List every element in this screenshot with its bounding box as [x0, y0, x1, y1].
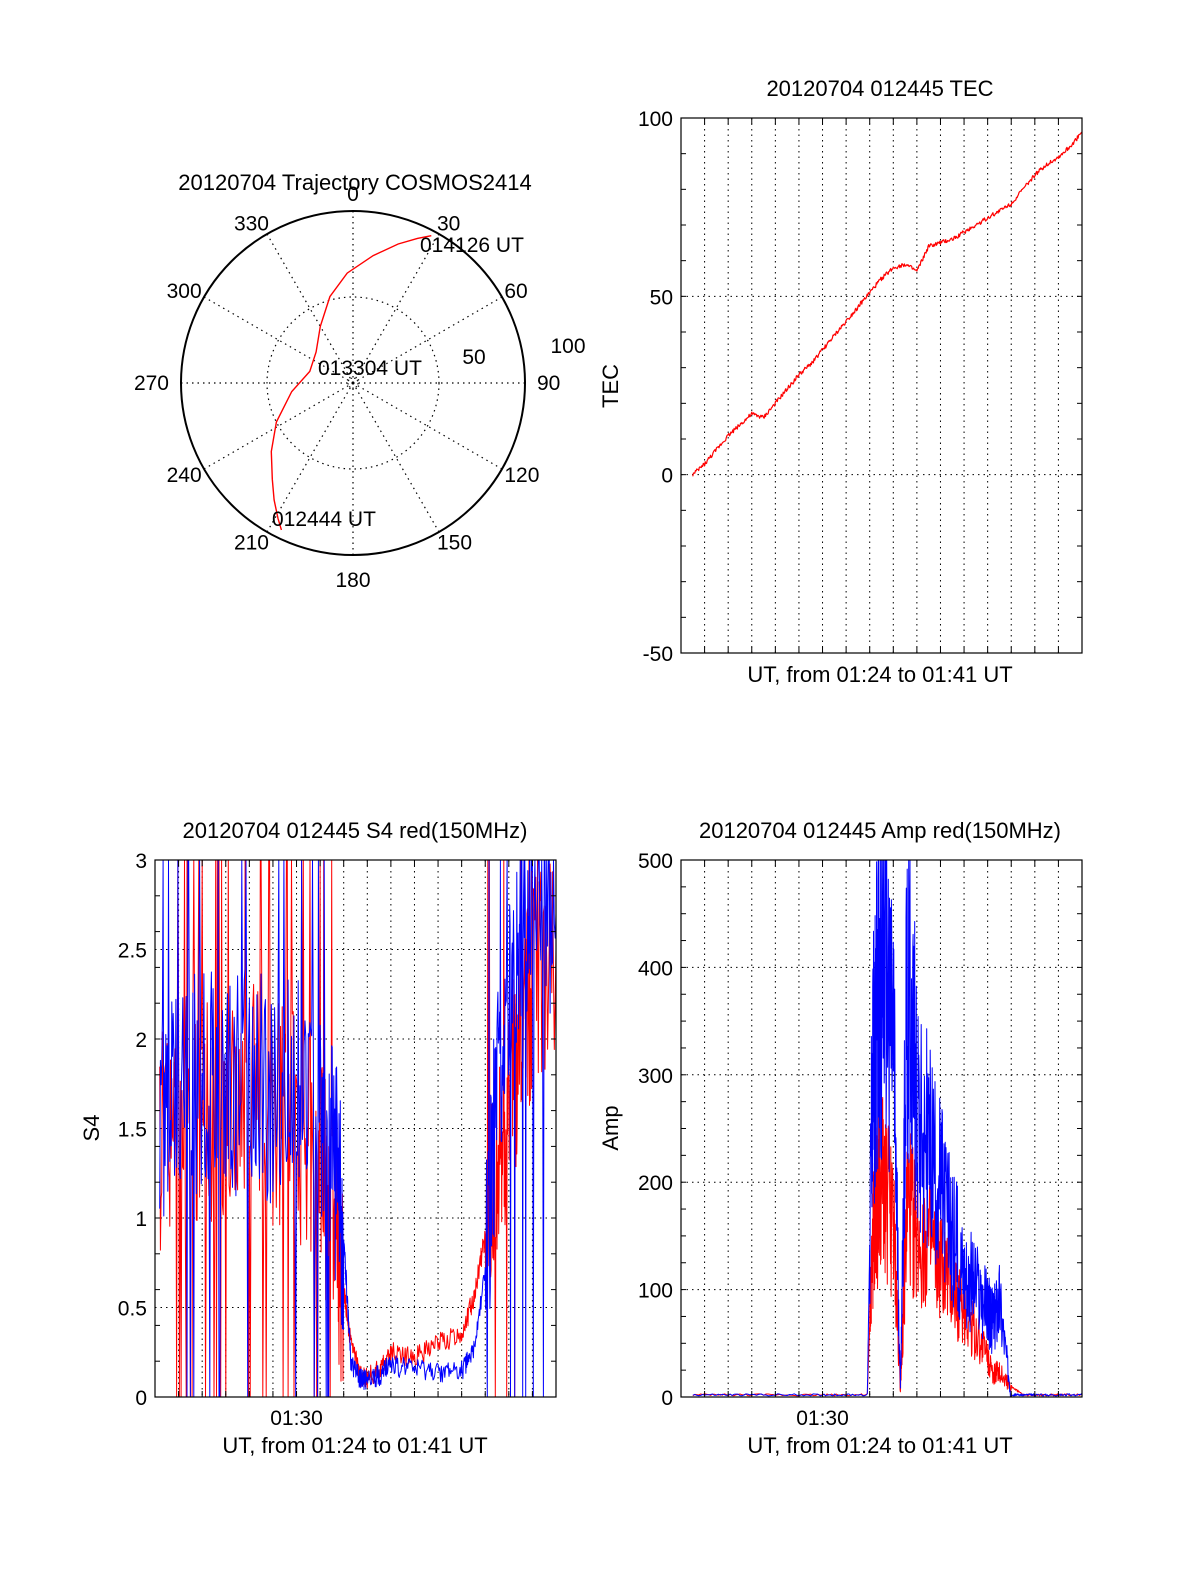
series-line-red: [159, 859, 557, 1398]
polar-series: [270, 235, 432, 531]
y-tick-label: 200: [638, 1172, 673, 1195]
polar-spoke: [203, 382, 354, 470]
polar-angle-label: 120: [504, 464, 539, 487]
y-tick-label: 500: [638, 850, 673, 873]
y-tick-label: 400: [638, 957, 673, 980]
trajectory-title: 20120704 Trajectory COSMOS2414: [178, 170, 531, 195]
y-tick-label: 2.5: [118, 940, 147, 963]
tec-ylabel: TEC: [598, 364, 623, 408]
polar-angle-label: 300: [167, 280, 202, 303]
polar-spoke: [266, 233, 354, 384]
s4-chart: 20120704 012445 S4 red(150MHz) UT, from …: [79, 818, 557, 1458]
tec-plot-area: -50 0 50 100: [638, 108, 1083, 666]
polar-spoke: [203, 296, 354, 384]
x-tick-label: 01:30: [270, 1407, 323, 1430]
polar-angle-label: 30: [437, 213, 460, 236]
polar-radial-label: 50: [462, 346, 485, 369]
polar-angle-label: 60: [504, 280, 527, 303]
plot-frame: [154, 859, 557, 1398]
polar-angle-label: 0: [347, 183, 359, 206]
trajectory-chart: 20120704 Trajectory COSMOS2414 0 30 60 90 12…: [134, 170, 586, 592]
polar-spoke: [352, 382, 503, 470]
polar-angle-label: 180: [335, 569, 370, 592]
trajectory-annotation: 014126 UT: [420, 234, 524, 257]
y-tick-label: 100: [638, 1280, 673, 1303]
polar-angle-label: 330: [234, 213, 269, 236]
amp-plot-area: 0 100 200 300 400 500 01:30: [638, 850, 1083, 1430]
y-tick-label: 1.5: [118, 1119, 147, 1142]
s4-ylabel: S4: [79, 1115, 104, 1142]
polar-spoke: [352, 233, 440, 384]
polar-angle-label: 270: [134, 372, 169, 395]
polar-labels: 0 30 60 90 120 150 180 210 240 270 300 330 50 100 0141…: [134, 183, 586, 592]
polar-radial-label: 100: [550, 335, 585, 358]
series-line-red: [692, 131, 1083, 477]
y-tick-label: 50: [650, 286, 673, 309]
y-tick-label: 0.5: [118, 1298, 147, 1321]
polar-angle-label: 240: [167, 464, 202, 487]
y-tick-label: 100: [638, 108, 673, 131]
amp-ylabel: Amp: [598, 1105, 623, 1150]
series-line-red: [692, 1097, 1083, 1397]
polar-angle-label: 150: [437, 531, 472, 554]
polar-ring-50: [266, 296, 440, 470]
trajectory-annotation: 013304 UT: [318, 357, 422, 380]
y-tick-label: 300: [638, 1065, 673, 1088]
y-tick-label: 0: [661, 1387, 673, 1410]
amp-chart: 20120704 012445 Amp red(150MHz) UT, from…: [598, 818, 1083, 1458]
trajectory-line: [270, 235, 432, 531]
x-tick-label: 01:30: [796, 1407, 849, 1430]
amp-title: 20120704 012445 Amp red(150MHz): [699, 818, 1061, 843]
s4-title: 20120704 012445 S4 red(150MHz): [183, 818, 528, 843]
y-tick-label: 0: [661, 465, 673, 488]
polar-angle-label: 210: [234, 531, 269, 554]
polar-angle-label: 90: [537, 372, 560, 395]
s4-plot-area: 0 0.5 1 1.5 2 2.5 3 01:30: [118, 850, 557, 1430]
tec-xlabel: UT, from 01:24 to 01:41 UT: [747, 662, 1012, 687]
y-tick-label: 1: [135, 1208, 147, 1231]
y-tick-label: 2: [135, 1029, 147, 1052]
polar-spoke: [352, 382, 440, 533]
polar-grid: [180, 210, 526, 556]
polar-center: [347, 377, 359, 389]
y-tick-label: 0: [135, 1387, 147, 1410]
y-tick-label: 3: [135, 850, 147, 873]
tec-title: 20120704 012445 TEC: [766, 76, 993, 101]
y-tick-label: -50: [643, 643, 673, 666]
trajectory-annotation: 012444 UT: [272, 508, 376, 531]
plot-frame: [680, 117, 1083, 654]
polar-spoke: [266, 382, 354, 533]
s4-xlabel: UT, from 01:24 to 01:41 UT: [222, 1433, 487, 1458]
polar-spoke: [352, 296, 503, 384]
tec-chart: 20120704 012445 TEC UT, from 01:24 to 01…: [598, 76, 1083, 687]
series-line-blue: [692, 859, 1083, 1398]
series-line-blue: [159, 859, 557, 1398]
amp-xlabel: UT, from 01:24 to 01:41 UT: [747, 1433, 1012, 1458]
